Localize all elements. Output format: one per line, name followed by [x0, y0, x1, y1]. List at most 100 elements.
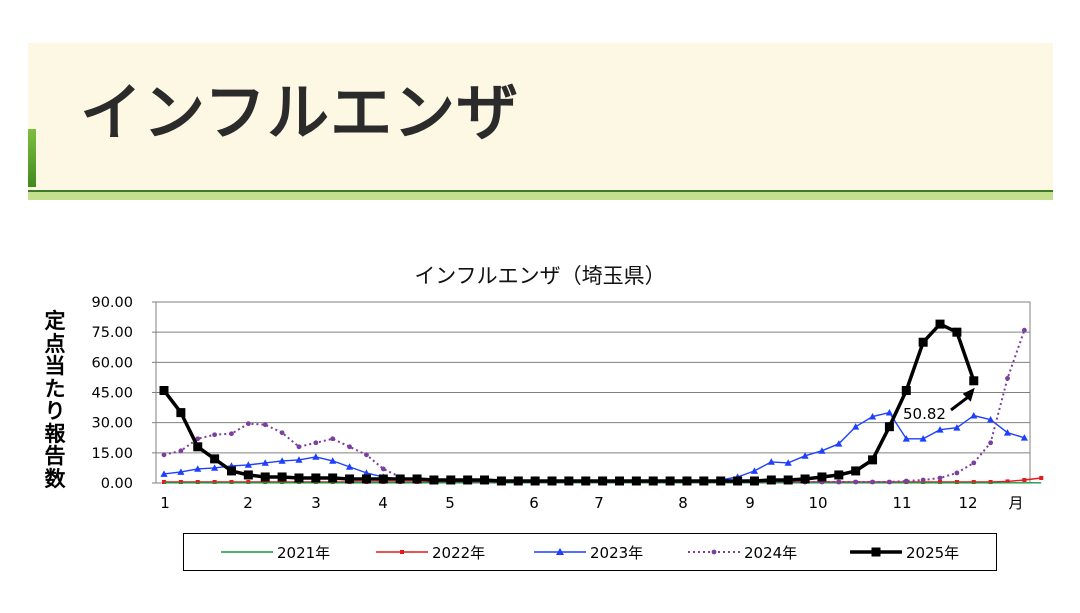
legend-label: 2023年: [590, 544, 643, 562]
data-point: [903, 478, 909, 484]
data-point: [971, 479, 976, 484]
data-point: [480, 475, 490, 485]
data-point: [212, 479, 217, 484]
data-point: [938, 479, 943, 484]
data-point: [648, 476, 658, 486]
legend-swatch-marker: [400, 550, 404, 554]
data-point: [954, 479, 959, 484]
data-point: [631, 476, 641, 486]
data-point: [971, 460, 977, 466]
y-tick-label: 90.00: [91, 295, 133, 311]
data-point: [970, 412, 978, 419]
data-point: [262, 422, 268, 428]
header-accent-bar: [28, 129, 36, 187]
data-point: [918, 337, 928, 347]
data-point: [988, 440, 994, 446]
x-tick-label: 10: [808, 494, 827, 512]
x-tick-label: 1: [160, 494, 170, 512]
data-point: [614, 476, 624, 486]
x-tick-label: 11: [892, 494, 911, 512]
data-point: [818, 447, 826, 454]
data-point: [784, 459, 792, 466]
y-tick-label: 60.00: [91, 355, 133, 371]
legend-label: 2022年: [432, 544, 485, 562]
data-point: [564, 476, 574, 486]
data-point: [749, 476, 759, 486]
data-point: [767, 458, 775, 465]
x-tick-label: 6: [529, 494, 539, 512]
legend-label: 2025年: [906, 544, 959, 562]
data-point: [988, 479, 993, 484]
data-point: [581, 476, 591, 486]
data-point: [395, 474, 405, 484]
x-tick-label: 2: [243, 494, 253, 512]
legend-item: 2025年: [850, 544, 959, 562]
data-point: [160, 470, 168, 477]
data-point: [496, 476, 506, 486]
data-point: [277, 472, 287, 482]
annotation-arrowhead: [962, 387, 975, 402]
data-point: [245, 421, 251, 427]
data-point: [919, 435, 927, 442]
data-point: [311, 473, 321, 483]
data-point: [362, 469, 371, 476]
legend-svg: 2021年 2022年 2023年 2024年 2025年: [221, 544, 959, 562]
data-point: [312, 453, 320, 460]
data-point: [920, 477, 926, 483]
data-point: [987, 416, 995, 423]
data-point: [226, 466, 236, 476]
data-point: [463, 475, 473, 485]
legend-item: 2024年: [688, 544, 797, 562]
data-point: [1021, 327, 1027, 333]
data-point: [852, 423, 860, 430]
data-point: [716, 476, 726, 486]
x-tick-label: 5: [445, 494, 455, 512]
y-tick-label: 45.00: [91, 386, 133, 402]
data-point: [953, 424, 961, 431]
y-tick-label: 15.00: [91, 446, 133, 462]
data-point: [1022, 477, 1027, 482]
x-tick-label: 4: [378, 494, 388, 512]
data-point: [901, 385, 911, 395]
data-point: [193, 442, 203, 452]
y-tick-label: 75.00: [91, 325, 133, 341]
data-point: [345, 463, 354, 470]
data-point: [313, 440, 319, 446]
data-point: [834, 470, 844, 480]
data-point: [783, 475, 793, 485]
data-point: [211, 464, 219, 471]
x-axis-label: 月: [1008, 494, 1023, 512]
data-point: [817, 472, 827, 482]
legend-swatch-marker: [871, 547, 881, 557]
data-point: [330, 436, 336, 442]
data-point: [295, 456, 303, 463]
data-point: [364, 452, 369, 458]
x-tick-label: 8: [678, 494, 688, 512]
data-point: [547, 476, 557, 486]
x-tick-label: 9: [745, 494, 755, 512]
data-point: [246, 479, 251, 484]
data-point: [530, 476, 540, 486]
page-header-banner: インフルエンザ: [28, 43, 1053, 191]
data-point: [665, 476, 675, 486]
data-point: [261, 459, 269, 466]
data-point: [345, 474, 355, 484]
data-point: [176, 408, 186, 418]
data-point: [868, 455, 878, 465]
data-point: [1020, 434, 1028, 441]
x-tick-label: 12: [958, 494, 977, 512]
data-point: [195, 436, 201, 442]
data-point: [902, 435, 910, 442]
chart-title: インフルエンザ（埼玉県）: [414, 264, 666, 288]
legend-item: 2023年: [534, 544, 643, 562]
data-point: [870, 479, 875, 485]
data-point: [868, 413, 877, 420]
data-point: [801, 452, 809, 459]
annotation-label: 50.82: [903, 405, 946, 423]
data-point: [936, 426, 944, 433]
data-point: [296, 444, 302, 450]
data-point: [328, 473, 338, 483]
data-point: [378, 474, 388, 484]
data-point: [263, 479, 268, 484]
